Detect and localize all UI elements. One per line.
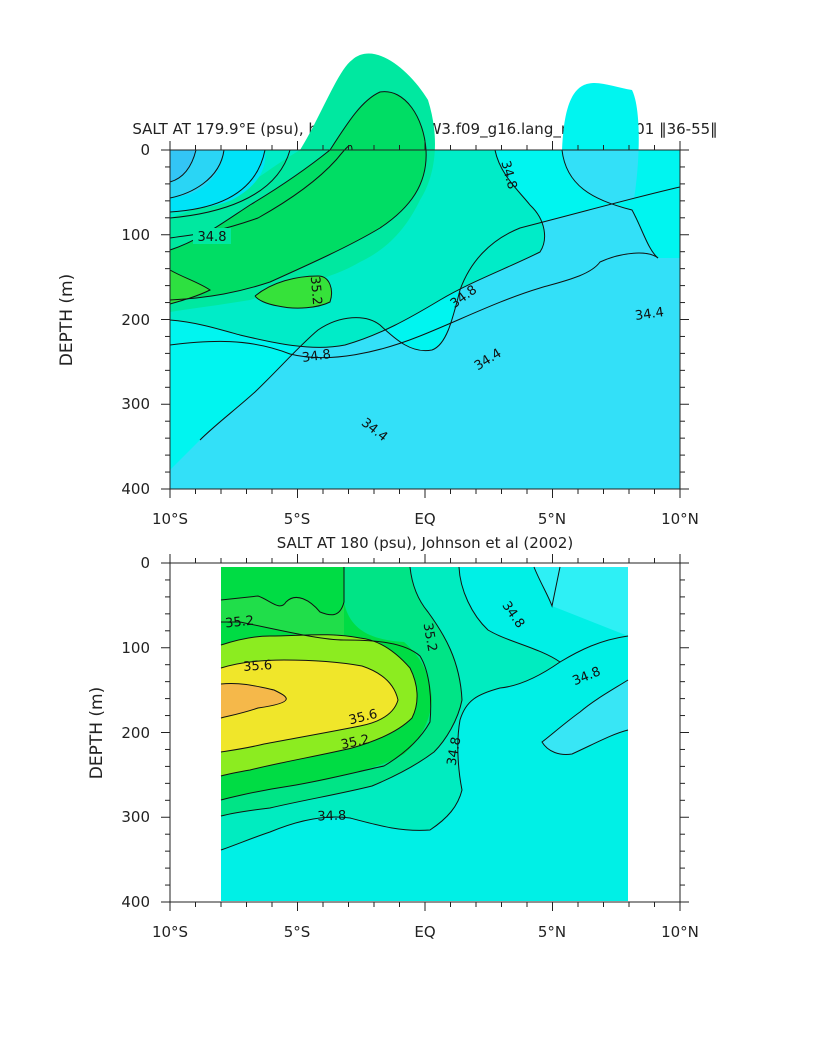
contour-label: 34.8 (497, 159, 519, 191)
y-tick-label: 400 (121, 480, 150, 498)
contour-line (533, 566, 561, 608)
fill-35-2 (170, 91, 427, 300)
panel-top-y-tick-labels: 0 100 200 300 400 (121, 141, 150, 498)
y-tick-label: 300 (121, 808, 150, 826)
x-tick-label: 5°S (284, 510, 311, 528)
panel-top-x-tick-labels: 10°S 5°S EQ 5°N 10°N (152, 510, 699, 528)
contour-label: 35.2 (307, 276, 324, 306)
contour-line (220, 567, 345, 616)
contour-label: 35.2 (224, 614, 254, 632)
contour-label: 34.8 (198, 230, 227, 245)
contour-line (541, 679, 629, 755)
x-tick-label: 10°S (152, 510, 188, 528)
panel-bottom-title: SALT AT 180 (psu), Johnson et al (2002) (277, 534, 574, 552)
fill-35-2-core (255, 276, 332, 309)
fill-35-2-west (170, 270, 210, 304)
fill-34-4-34-8-b (562, 83, 680, 258)
panel-bottom-fills (221, 567, 628, 901)
contour-line (220, 621, 432, 801)
contour-line (169, 149, 225, 199)
y-tick-label: 200 (121, 311, 150, 329)
fill-east-fresh (542, 680, 628, 755)
fill-east (510, 567, 628, 756)
contour-line (254, 275, 332, 309)
contour-label: 34.4 (634, 305, 665, 324)
y-tick-label: 100 (121, 639, 150, 657)
x-tick-label: 5°N (538, 510, 566, 528)
contour-line (169, 149, 546, 348)
y-tick-label: 200 (121, 724, 150, 742)
contour-line (220, 659, 399, 753)
x-tick-label: EQ (414, 923, 435, 941)
contour-line (220, 634, 418, 777)
y-tick-label: 0 (140, 141, 150, 159)
contour-line (169, 269, 211, 305)
x-tick-label: 10°S (152, 923, 188, 941)
x-tick-label: EQ (414, 510, 435, 528)
x-tick-label: 10°N (661, 923, 699, 941)
contour-line (169, 149, 266, 213)
contour-line (169, 149, 197, 183)
panel-bottom-y-tick-labels: 0 100 200 300 400 (121, 554, 150, 911)
contour-label: 35.6 (243, 658, 273, 675)
panel-top-fills (170, 53, 680, 489)
y-tick-label: 100 (121, 226, 150, 244)
contour-label: 34.8 (445, 736, 465, 767)
panel-bottom-contours (220, 566, 629, 851)
fill-35-8 (221, 683, 287, 718)
label-bg (193, 228, 231, 244)
panel-bottom: SALT AT 180 (psu), Johnson et al (2002) (87, 534, 699, 941)
y-tick-label: 0 (140, 554, 150, 572)
contour-label: 35.6 (347, 707, 379, 729)
contour-line (199, 186, 681, 441)
contour-label: 35.2 (420, 622, 440, 653)
contour-label: 34.8 (301, 347, 332, 366)
panel-top-contours (169, 91, 681, 441)
panel-top-axes (161, 141, 689, 498)
x-tick-label: 5°S (284, 923, 311, 941)
fill-upper-left-3 (170, 150, 196, 182)
contour-line (559, 635, 629, 663)
contour-line (220, 683, 287, 719)
x-tick-label: 10°N (661, 510, 699, 528)
x-tick-label: 5°N (538, 923, 566, 941)
contour-label: 34.8 (317, 809, 346, 825)
fill-35-6 (221, 660, 398, 752)
contour-line (220, 566, 561, 851)
contour-line (561, 149, 659, 259)
panel-bottom-x-tick-labels: 10°S 5°S EQ 5°N 10°N (152, 923, 699, 941)
panel-bottom-axes (161, 554, 689, 911)
y-tick-label: 300 (121, 395, 150, 413)
contour-line (169, 252, 659, 359)
contour-line (220, 566, 463, 817)
panel-bottom-y-axis-label: DEPTH (m) (87, 687, 107, 779)
contour-line (169, 91, 427, 301)
panel-top-y-axis-label: DEPTH (m) (57, 274, 77, 366)
y-tick-label: 400 (121, 893, 150, 911)
fill-35-2-top (221, 596, 344, 640)
panel-top: SALT AT 179.9°E (psu), b.e15.B1850_WW3.f… (57, 53, 718, 528)
contour-line (169, 149, 291, 219)
panel-bottom-contour-labels: 35.2 35.2 35.6 35.6 35.2 34.8 34.8 34.8 … (224, 599, 602, 825)
fill-east-top (534, 567, 628, 636)
contour-label: 35.2 (340, 732, 371, 753)
